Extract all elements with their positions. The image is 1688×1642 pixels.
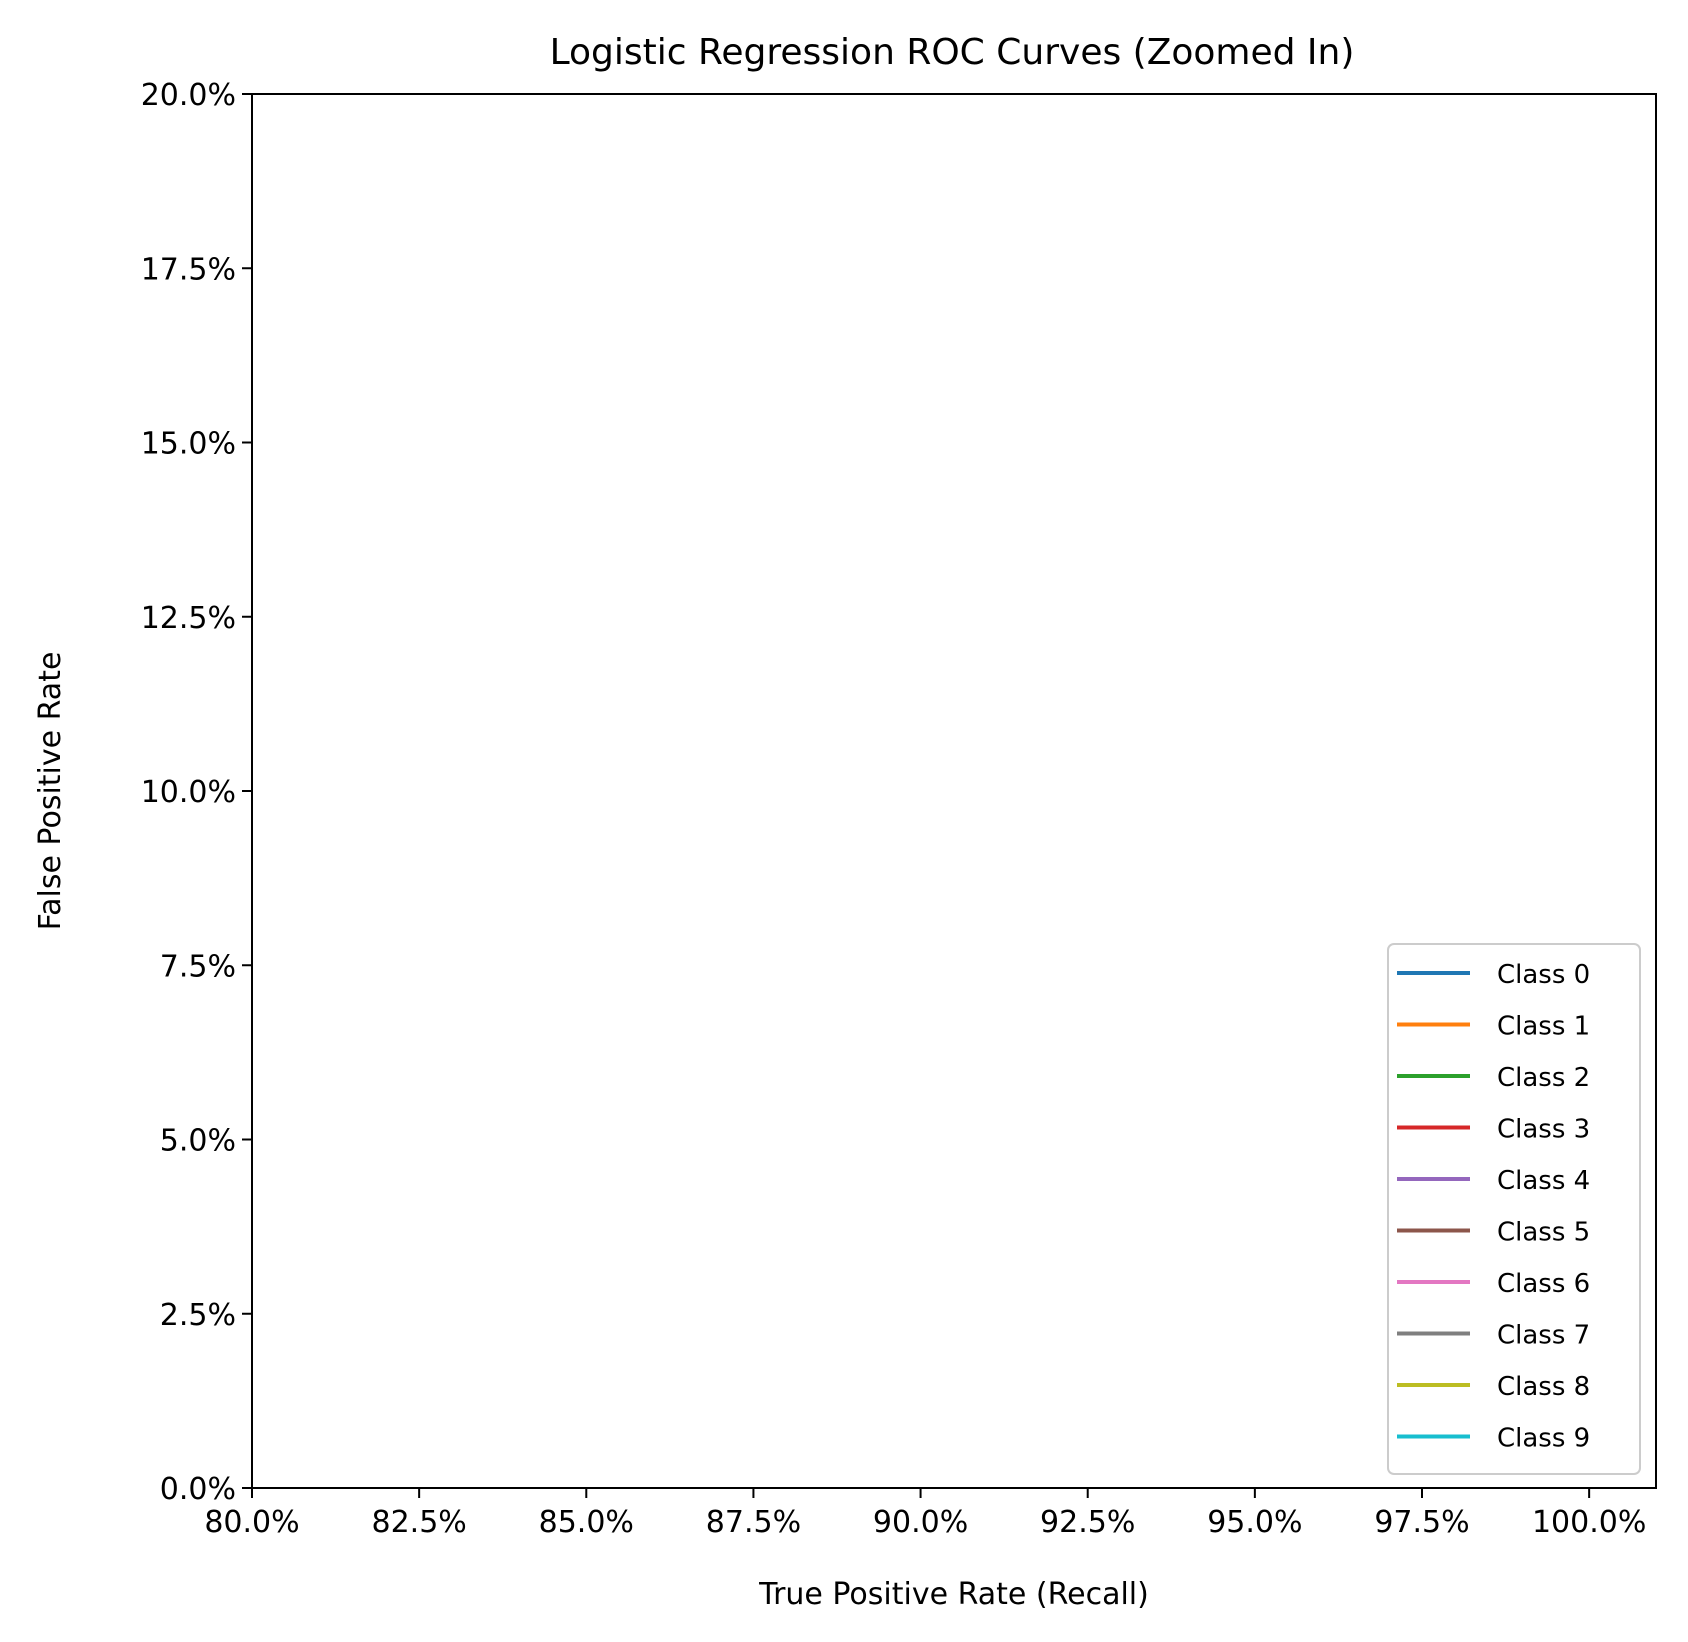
y-tick-label: 5.0% <box>160 1124 236 1159</box>
x-tick-label: 100.0% <box>1532 1505 1646 1540</box>
x-tick-label: 92.5% <box>1040 1505 1135 1540</box>
x-tick-label: 80.0% <box>204 1505 299 1540</box>
legend-label-class-8: Class 8 <box>1497 1372 1590 1402</box>
y-tick-label: 12.5% <box>141 601 236 636</box>
legend-label-class-0: Class 0 <box>1497 960 1590 990</box>
y-tick-label: 7.5% <box>160 949 236 984</box>
legend-items: Class 0 Class 1 Class 2 Class 3 Class 4 Class… <box>1397 960 1590 1454</box>
y-axis-ticks: 0.0% 2.5% 5.0% 7.5% 10.0% 12.5% 15.0% 17.5% 20.0… <box>141 78 252 1507</box>
legend-label-class-7: Class 7 <box>1497 1321 1590 1351</box>
y-tick-label: 15.0% <box>141 427 236 462</box>
legend-label-class-3: Class 3 <box>1497 1115 1590 1145</box>
y-tick-label: 20.0% <box>141 78 236 113</box>
y-tick-label: 2.5% <box>160 1298 236 1333</box>
legend-label-class-4: Class 4 <box>1497 1166 1590 1196</box>
x-axis-ticks: 80.0% 82.5% 85.0% 87.5% 90.0% 92.5% 95.0% 97.5%… <box>204 1488 1646 1540</box>
legend-label-class-1: Class 1 <box>1497 1012 1590 1042</box>
legend-label-class-9: Class 9 <box>1497 1424 1590 1454</box>
y-axis-label: False Positive Rate <box>33 652 68 931</box>
chart-title: Logistic Regression ROC Curves (Zoomed I… <box>550 32 1355 73</box>
x-tick-label: 95.0% <box>1207 1505 1302 1540</box>
legend-label-class-6: Class 6 <box>1497 1269 1590 1299</box>
y-tick-label: 0.0% <box>160 1472 236 1507</box>
x-tick-label: 82.5% <box>371 1505 466 1540</box>
legend: Class 0 Class 1 Class 2 Class 3 Class 4 Class… <box>1387 943 1641 1475</box>
y-tick-label: 17.5% <box>141 252 236 287</box>
legend-label-class-2: Class 2 <box>1497 1063 1590 1093</box>
x-tick-label: 90.0% <box>873 1505 968 1540</box>
y-tick-label: 10.0% <box>141 775 236 810</box>
x-tick-label: 85.0% <box>539 1505 634 1540</box>
x-tick-label: 97.5% <box>1374 1505 1469 1540</box>
x-tick-label: 87.5% <box>706 1505 801 1540</box>
x-axis-label: True Positive Rate (Recall) <box>758 1577 1149 1612</box>
legend-label-class-5: Class 5 <box>1497 1218 1590 1248</box>
